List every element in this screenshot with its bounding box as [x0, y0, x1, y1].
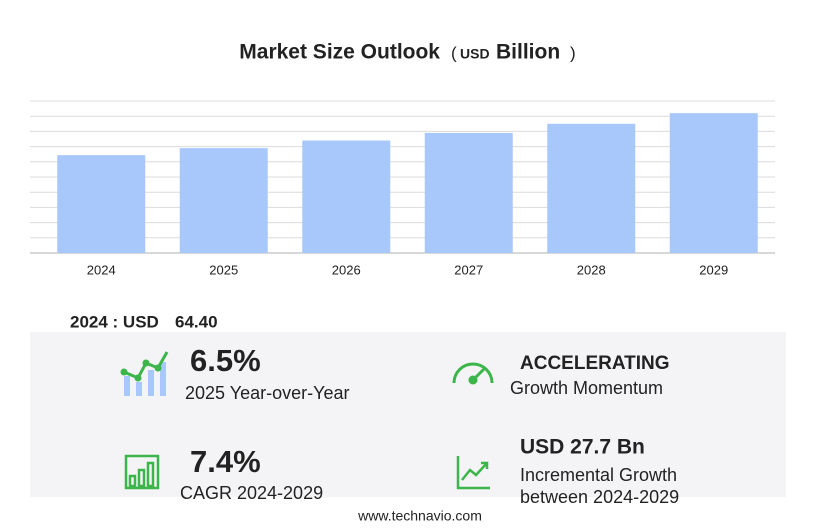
chart-title: Market Size Outlook: [239, 41, 440, 64]
x-tick-label: 2028: [577, 262, 606, 277]
stat-value: 7.4%: [190, 444, 261, 479]
stats-panel: [30, 332, 786, 497]
title-group: Market Size Outlook ( USD Billion ): [239, 41, 575, 64]
stat-caption: 2025 Year-over-Year: [185, 383, 349, 403]
x-tick-label: 2027: [454, 262, 483, 277]
base-label: 2024 : USD: [70, 312, 159, 331]
x-tick-label: 2025: [209, 262, 238, 277]
bar: [57, 155, 146, 253]
stat-caption: between 2024-2029: [520, 487, 679, 507]
stat-value: 6.5%: [190, 343, 261, 378]
bar: [424, 132, 513, 253]
bar: [547, 123, 636, 253]
icon-incremental: [456, 456, 490, 490]
stat-caption: Growth Momentum: [510, 378, 663, 398]
icon-yoy: [120, 351, 169, 396]
title-paren: ): [570, 43, 576, 62]
bar: [302, 140, 391, 253]
stat-value: USD 27.7 Bn: [520, 436, 645, 459]
icon-gauge: [452, 362, 494, 385]
bar: [179, 148, 268, 253]
title-scale: Billion: [496, 41, 560, 64]
stat-caption: Incremental Growth: [520, 465, 677, 485]
x-tick-label: 2026: [332, 262, 361, 277]
stat-caption: CAGR 2024-2029: [180, 483, 323, 503]
icon-cagr: [124, 454, 160, 490]
stat-value: ACCELERATING: [520, 353, 670, 374]
footer: www.technavio.com: [357, 508, 482, 524]
base-value: 64.40: [175, 312, 218, 331]
bar: [669, 113, 758, 253]
x-tick-label: 2024: [87, 262, 116, 277]
title-paren: (: [451, 43, 457, 62]
x-tick-label: 2029: [699, 262, 728, 277]
title-currency: USD: [460, 46, 490, 62]
